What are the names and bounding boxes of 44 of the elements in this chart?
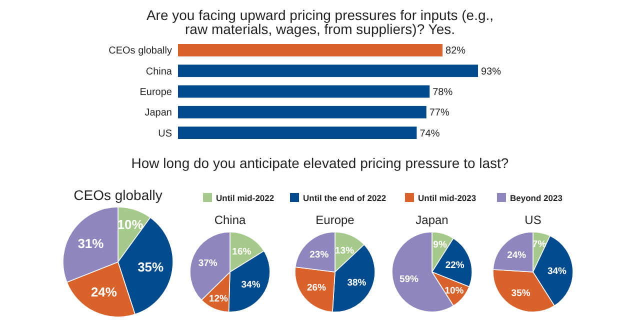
data-label: 37%: [198, 258, 218, 270]
y-tick-label: Japan: [144, 108, 172, 119]
y-tick-label: China: [146, 66, 172, 78]
data-label: 82%: [446, 46, 466, 57]
data-label: 93%: [481, 66, 502, 78]
data-label: 35%: [138, 260, 164, 275]
data-label: 12%: [208, 294, 229, 305]
y-tick-label: US: [158, 128, 172, 140]
data-label: 74%: [420, 128, 440, 140]
data-label: 77%: [429, 108, 450, 119]
legend-label: Beyond 2023: [510, 193, 563, 203]
data-label: 34%: [241, 279, 261, 290]
data-label: 24%: [90, 284, 118, 300]
data-label: 23%: [310, 249, 330, 260]
legend-label: Until mid-2023: [418, 193, 476, 203]
data-label: 78%: [432, 87, 453, 98]
data-label: 22%: [445, 260, 465, 271]
data-label: 10%: [117, 216, 144, 232]
data-label: 10%: [444, 286, 464, 297]
data-label: 26%: [307, 282, 327, 294]
chart-title: Japan: [416, 213, 448, 227]
y-tick-label: CEOs globally: [108, 46, 172, 57]
text: How long do you anticipate elevated pricing pressure to last?: [131, 155, 509, 171]
bar: [178, 85, 430, 98]
data-label: 59%: [399, 274, 420, 286]
data-label: 13%: [335, 245, 355, 256]
data-label: 31%: [78, 236, 104, 251]
data-label: 34%: [547, 266, 568, 277]
bar: [178, 106, 426, 118]
data-label: 16%: [232, 246, 252, 258]
chart-title: China: [214, 213, 246, 227]
data-label: 9%: [433, 240, 448, 251]
data-label: 38%: [347, 278, 367, 289]
y-tick-label: Europe: [140, 87, 172, 98]
chart-title: Are you facing upward pricing pressures for inputs (e.g., raw materials, wages, from suppliers)? Yes.: [146, 7, 494, 37]
data-label: 24%: [507, 250, 527, 261]
chart-title: US: [524, 213, 542, 227]
legend-label: Until the end of 2022: [303, 193, 386, 203]
bar: [178, 126, 417, 139]
bar: [178, 44, 443, 56]
bar: [178, 64, 478, 78]
chart-title: Europe: [316, 213, 355, 227]
data-label: 35%: [511, 288, 531, 299]
legend-label: Until mid-2022: [216, 193, 274, 203]
